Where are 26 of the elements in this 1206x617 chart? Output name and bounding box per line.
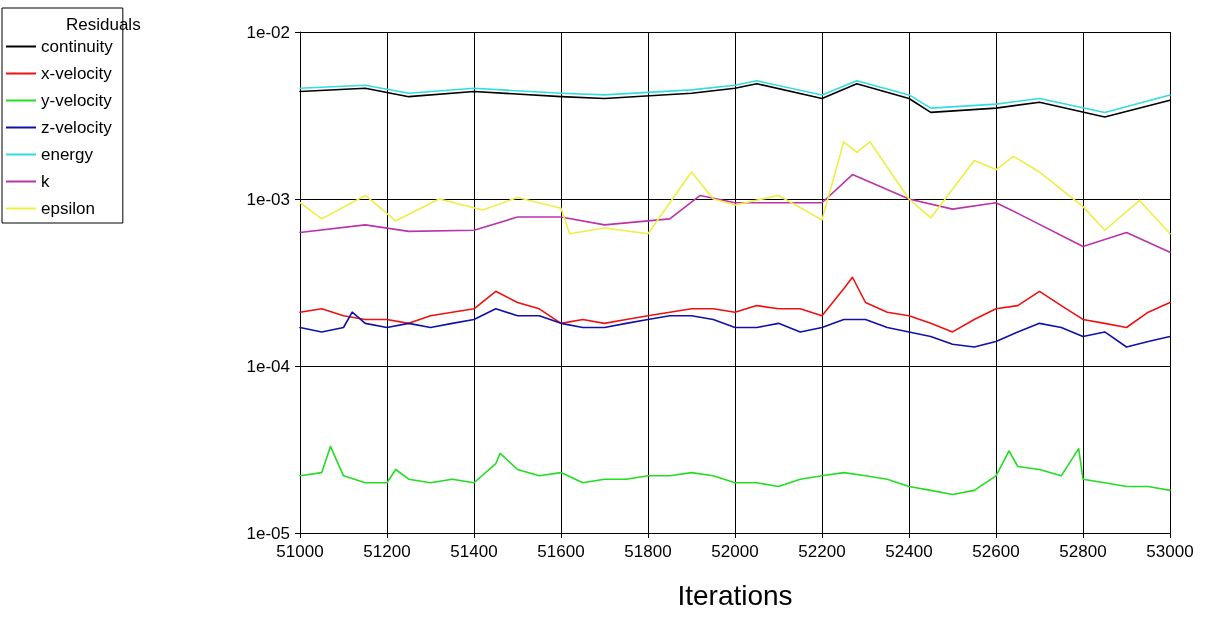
x-tick-label: 52600: [972, 542, 1020, 561]
x-axis-title: Iterations: [677, 579, 793, 611]
line-series: [299, 308, 1171, 348]
x-tick-label: 51600: [537, 542, 585, 561]
line-series: [299, 276, 1171, 333]
x-tick-label: 51200: [363, 542, 411, 561]
x-tick-label: 52000: [711, 542, 759, 561]
legend-label: k: [41, 172, 50, 191]
x-tick-label: 51000: [276, 542, 324, 561]
x-tick-label: 51400: [450, 542, 498, 561]
x-tick-label: 52800: [1059, 542, 1107, 561]
y-tick-label: 1e-02: [246, 22, 290, 42]
x-tick-label: 51800: [624, 542, 672, 561]
legend-label: energy: [41, 145, 94, 164]
x-tick-label: 52200: [798, 542, 846, 561]
line-series: [299, 445, 1171, 496]
legend-label: z-velocity: [41, 118, 113, 137]
legend-label: x-velocity: [41, 64, 113, 83]
legend-label: continuity: [41, 37, 114, 56]
x-tick-label: 53000: [1146, 542, 1194, 561]
x-tick-label: 52400: [885, 542, 933, 561]
y-tick-label: 1e-03: [246, 189, 290, 209]
legend-label: y-velocity: [41, 91, 113, 110]
legend-label: epsilon: [41, 199, 95, 218]
y-tick-label: 1e-05: [246, 523, 290, 543]
y-tick-label: 1e-04: [246, 356, 290, 376]
